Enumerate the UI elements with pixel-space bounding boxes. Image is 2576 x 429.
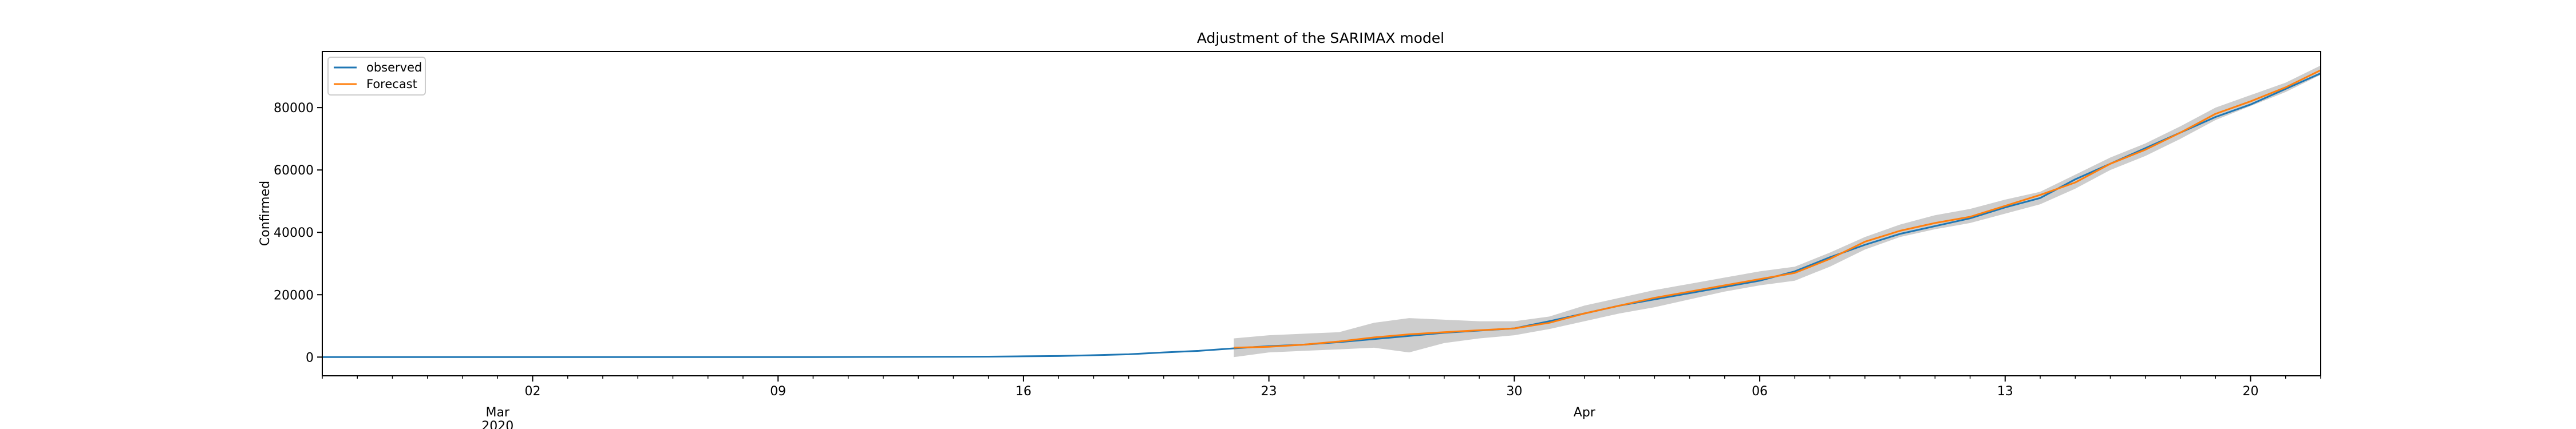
x-month-label: 2020 (481, 419, 513, 429)
y-tick-label: 80000 (274, 101, 314, 116)
plot-area (322, 65, 2321, 358)
axes-layer: 0 20000 40000 60000 80000 02 09 16 23 30 06 13 20 Mar… (274, 101, 2321, 429)
legend-label-forecast: Forecast (366, 77, 417, 91)
legend-label-observed: observed (366, 61, 422, 74)
series-line-forecast (1234, 69, 2321, 349)
x-tick-label: 20 (2243, 384, 2259, 399)
x-month-label: Mar (485, 406, 509, 420)
x-tick-label: 16 (1016, 384, 1032, 399)
x-tick-label: 30 (1506, 384, 1522, 399)
x-tick-label: 13 (1997, 384, 2013, 399)
y-axis-label: Confirmed (258, 181, 272, 246)
x-tick-label: 06 (1752, 384, 1768, 399)
series-line-observed (322, 72, 2321, 358)
forecast-confidence-band (1234, 65, 2321, 357)
chart-title: Adjustment of the SARIMAX model (1197, 30, 1444, 46)
y-tick-label: 60000 (274, 164, 314, 178)
x-tick-label: 02 (524, 384, 540, 399)
x-tick-label: 09 (770, 384, 786, 399)
y-tick-label: 20000 (274, 288, 314, 303)
y-tick-label: 40000 (274, 226, 314, 240)
legend: observed Forecast (327, 57, 426, 96)
axes-frame (322, 51, 2321, 376)
y-tick-label: 0 (306, 351, 314, 365)
x-tick-label: 23 (1261, 384, 1277, 399)
x-month-label: Apr (1574, 406, 1596, 420)
